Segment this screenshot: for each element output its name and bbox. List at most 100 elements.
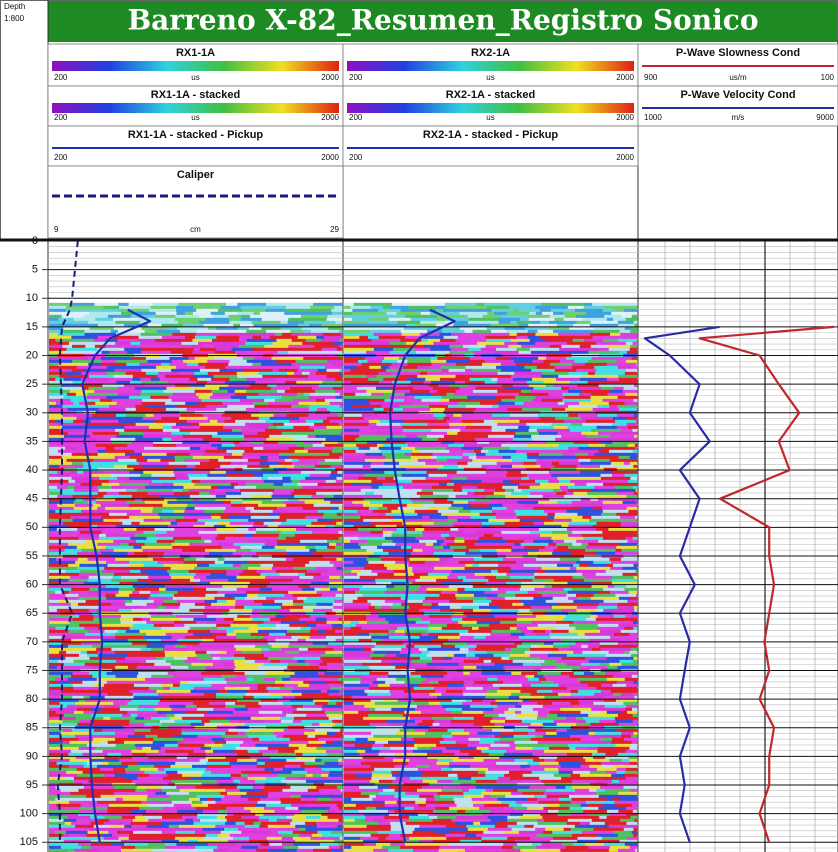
waveform-cell	[294, 464, 316, 469]
waveform-cell	[150, 377, 161, 382]
waveform-cell	[370, 575, 397, 580]
waveform-cell	[322, 704, 343, 709]
waveform-cell	[152, 740, 178, 745]
waveform-cell	[247, 464, 270, 469]
waveform-cell	[115, 674, 138, 679]
waveform-cell	[297, 638, 306, 643]
waveform-cell	[579, 437, 603, 442]
waveform-cell	[376, 386, 392, 391]
waveform-cell	[431, 380, 456, 385]
waveform-cell	[240, 545, 263, 550]
waveform-cell	[145, 413, 154, 418]
waveform-cell	[497, 371, 515, 376]
waveform-cell	[322, 659, 343, 664]
waveform-cell	[443, 416, 451, 421]
waveform-cell	[487, 311, 495, 316]
waveform-cell	[415, 542, 427, 547]
waveform-cell	[145, 335, 163, 340]
waveform-cell	[425, 377, 441, 382]
waveform-cell	[73, 506, 98, 511]
waveform-cell	[620, 332, 638, 337]
waveform-cell	[527, 335, 541, 340]
waveform-cell	[105, 545, 134, 550]
waveform-cell	[320, 791, 343, 796]
waveform-cell	[310, 836, 340, 841]
waveform-cell	[178, 743, 205, 748]
waveform-cell	[190, 689, 219, 694]
waveform-cell	[221, 545, 241, 550]
waveform-cell	[217, 446, 232, 451]
waveform-cell	[72, 632, 86, 637]
waveform-cell	[502, 485, 519, 490]
waveform-cell	[632, 449, 638, 454]
waveform-cell	[289, 608, 305, 613]
waveform-cell	[362, 584, 387, 589]
waveform-cell	[519, 536, 552, 541]
waveform-cell	[414, 347, 431, 352]
waveform-cell	[279, 572, 299, 577]
waveform-cell	[78, 653, 88, 658]
waveform-cell	[393, 401, 412, 406]
waveform-cell	[97, 320, 116, 325]
waveform-cell	[277, 542, 298, 547]
waveform-cell	[93, 824, 110, 829]
waveform-cell	[396, 470, 427, 475]
waveform-cell	[597, 404, 610, 409]
waveform-cell	[486, 338, 512, 343]
waveform-cell	[288, 743, 307, 748]
waveform-cell	[617, 479, 629, 484]
waveform-cell	[168, 395, 199, 400]
waveform-cell	[225, 530, 257, 535]
waveform-cell	[464, 569, 492, 574]
waveform-cell	[211, 389, 228, 394]
waveform-cell	[68, 647, 97, 652]
waveform-cell	[143, 470, 174, 475]
waveform-cell	[254, 659, 271, 664]
waveform-cell	[312, 443, 325, 448]
waveform-cell	[152, 578, 170, 583]
waveform-cell	[224, 308, 243, 313]
waveform-cell	[49, 761, 57, 766]
waveform-cell	[49, 335, 72, 340]
waveform-cell	[553, 518, 572, 523]
waveform-cell	[237, 302, 267, 307]
waveform-cell	[158, 692, 184, 697]
waveform-cell	[414, 593, 440, 598]
waveform-cell	[166, 452, 191, 457]
waveform-cell	[244, 641, 269, 646]
waveform-cell	[293, 425, 310, 430]
waveform-cell	[482, 446, 511, 451]
waveform-cell	[248, 527, 257, 532]
waveform-cell	[169, 581, 198, 586]
waveform-cell	[344, 395, 362, 400]
waveform-cell	[118, 836, 130, 841]
waveform-cell	[74, 503, 94, 508]
waveform-cell	[240, 428, 266, 433]
waveform-cell	[568, 485, 595, 490]
waveform-cell	[344, 425, 371, 430]
waveform-cell	[195, 785, 223, 790]
waveform-cell	[632, 545, 638, 550]
waveform-cell	[97, 485, 113, 490]
waveform-cell	[95, 317, 105, 322]
waveform-cell	[132, 755, 149, 760]
waveform-cell	[480, 449, 489, 454]
waveform-cell	[544, 404, 569, 409]
waveform-cell	[455, 362, 474, 367]
waveform-cell	[142, 812, 174, 817]
waveform-cell	[598, 383, 613, 388]
waveform-cell	[316, 455, 340, 460]
waveform-cell	[291, 770, 308, 775]
waveform-cell	[113, 701, 128, 706]
waveform-cell	[511, 491, 531, 496]
waveform-cell	[235, 701, 259, 706]
waveform-cell	[139, 767, 159, 772]
waveform-cell	[88, 608, 98, 613]
waveform-cell	[174, 467, 194, 472]
waveform-cell	[65, 794, 87, 799]
waveform-cell	[618, 338, 638, 343]
waveform-cell	[315, 617, 327, 622]
waveform-cell	[527, 590, 538, 595]
waveform-cell	[294, 812, 322, 817]
waveform-cell	[174, 473, 188, 478]
